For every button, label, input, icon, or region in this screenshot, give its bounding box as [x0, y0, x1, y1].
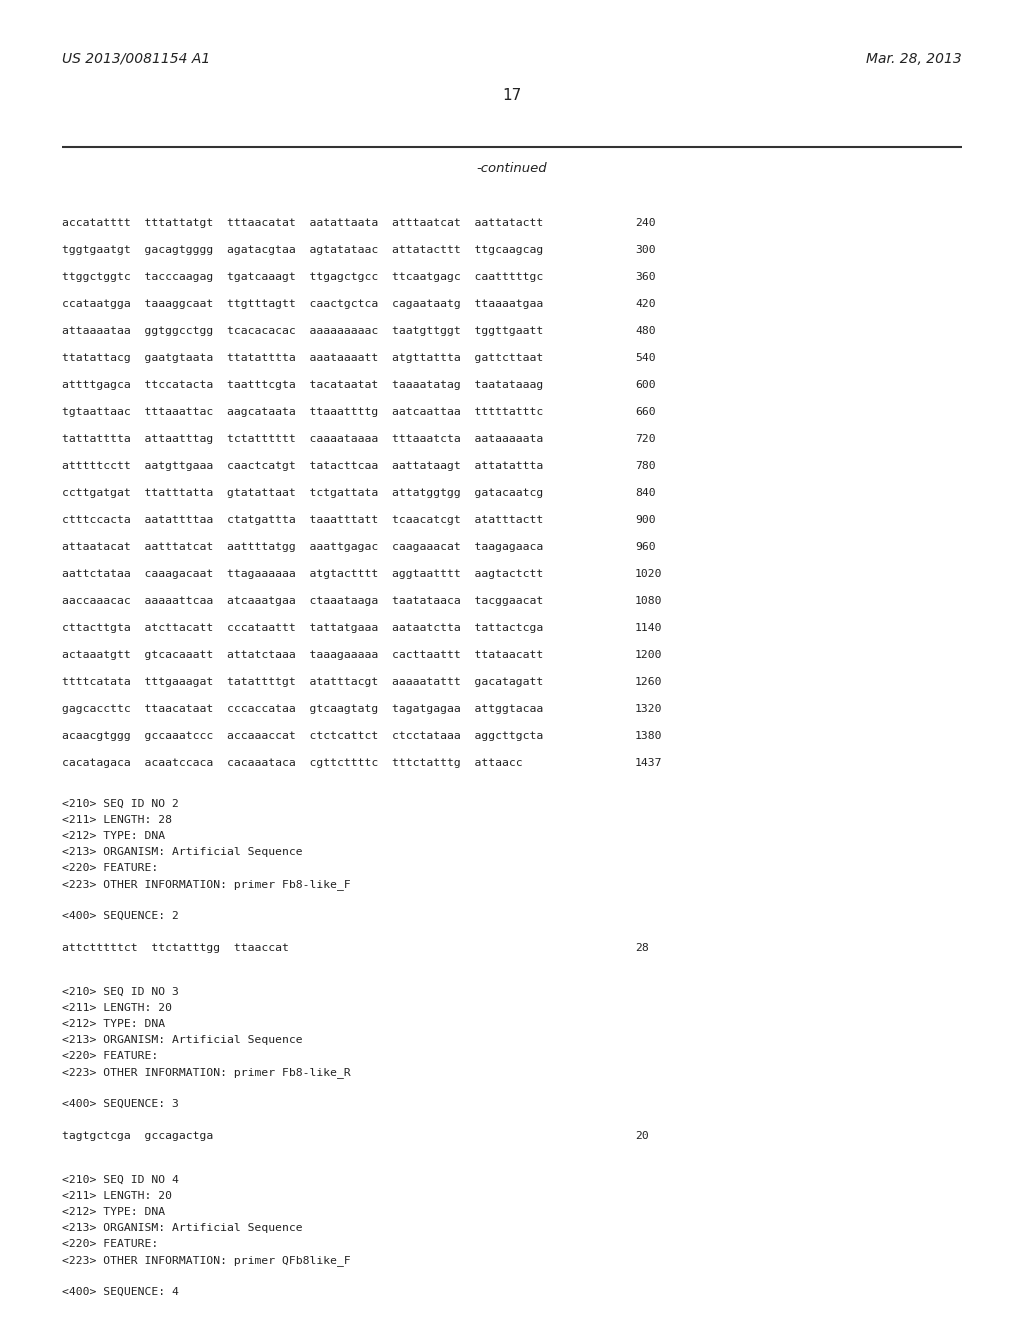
Text: <220> FEATURE:: <220> FEATURE: [62, 1051, 159, 1061]
Text: <210> SEQ ID NO 4: <210> SEQ ID NO 4 [62, 1175, 179, 1185]
Text: <212> TYPE: DNA: <212> TYPE: DNA [62, 832, 165, 841]
Text: 300: 300 [635, 246, 655, 255]
Text: 720: 720 [635, 434, 655, 444]
Text: gagcaccttc  ttaacataat  cccaccataa  gtcaagtatg  tagatgagaa  attggtacaa: gagcaccttc ttaacataat cccaccataa gtcaagt… [62, 704, 544, 714]
Text: 960: 960 [635, 543, 655, 552]
Text: 900: 900 [635, 515, 655, 525]
Text: 660: 660 [635, 407, 655, 417]
Text: attttgagca  ttccatacta  taatttcgta  tacataatat  taaaatatag  taatataaag: attttgagca ttccatacta taatttcgta tacataa… [62, 380, 544, 389]
Text: 20: 20 [635, 1131, 649, 1140]
Text: -continued: -continued [477, 162, 547, 176]
Text: <400> SEQUENCE: 2: <400> SEQUENCE: 2 [62, 911, 179, 921]
Text: Mar. 28, 2013: Mar. 28, 2013 [866, 51, 962, 66]
Text: <212> TYPE: DNA: <212> TYPE: DNA [62, 1019, 165, 1030]
Text: 1080: 1080 [635, 597, 663, 606]
Text: <220> FEATURE:: <220> FEATURE: [62, 1239, 159, 1249]
Text: aaccaaacac  aaaaattcaa  atcaaatgaa  ctaaataaga  taatataaca  tacggaacat: aaccaaacac aaaaattcaa atcaaatgaa ctaaata… [62, 597, 544, 606]
Text: 17: 17 [503, 88, 521, 103]
Text: 1020: 1020 [635, 569, 663, 579]
Text: 240: 240 [635, 218, 655, 228]
Text: <223> OTHER INFORMATION: primer Fb8-like_R: <223> OTHER INFORMATION: primer Fb8-like… [62, 1067, 351, 1078]
Text: ttatattacg  gaatgtaata  ttatatttta  aaataaaatt  atgttattta  gattcttaat: ttatattacg gaatgtaata ttatatttta aaataaa… [62, 352, 544, 363]
Text: 600: 600 [635, 380, 655, 389]
Text: <223> OTHER INFORMATION: primer Fb8-like_F: <223> OTHER INFORMATION: primer Fb8-like… [62, 879, 351, 890]
Text: attctttttct  ttctatttgg  ttaaccat: attctttttct ttctatttgg ttaaccat [62, 942, 289, 953]
Text: actaaatgtt  gtcacaaatt  attatctaaa  taaagaaaaa  cacttaattt  ttataacatt: actaaatgtt gtcacaaatt attatctaaa taaagaa… [62, 649, 544, 660]
Text: 1437: 1437 [635, 758, 663, 768]
Text: 360: 360 [635, 272, 655, 282]
Text: ccttgatgat  ttatttatta  gtatattaat  tctgattata  attatggtgg  gatacaatcg: ccttgatgat ttatttatta gtatattaat tctgatt… [62, 488, 544, 498]
Text: <213> ORGANISM: Artificial Sequence: <213> ORGANISM: Artificial Sequence [62, 1035, 303, 1045]
Text: cacatagaca  acaatccaca  cacaaataca  cgttcttttc  tttctatttg  attaacc: cacatagaca acaatccaca cacaaataca cgttctt… [62, 758, 522, 768]
Text: acaacgtggg  gccaaatccc  accaaaccat  ctctcattct  ctcctataaa  aggcttgcta: acaacgtggg gccaaatccc accaaaccat ctctcat… [62, 731, 544, 741]
Text: ttttcatata  tttgaaagat  tatattttgt  atatttacgt  aaaaatattt  gacatagatt: ttttcatata tttgaaagat tatattttgt atattta… [62, 677, 544, 686]
Text: <213> ORGANISM: Artificial Sequence: <213> ORGANISM: Artificial Sequence [62, 847, 303, 857]
Text: <211> LENGTH: 20: <211> LENGTH: 20 [62, 1003, 172, 1012]
Text: <210> SEQ ID NO 3: <210> SEQ ID NO 3 [62, 987, 179, 997]
Text: tgtaattaac  tttaaattac  aagcataata  ttaaattttg  aatcaattaa  tttttatttc: tgtaattaac tttaaattac aagcataata ttaaatt… [62, 407, 544, 417]
Text: 1320: 1320 [635, 704, 663, 714]
Text: 780: 780 [635, 461, 655, 471]
Text: 420: 420 [635, 300, 655, 309]
Text: ccataatgga  taaaggcaat  ttgtttagtt  caactgctca  cagaataatg  ttaaaatgaa: ccataatgga taaaggcaat ttgtttagtt caactgc… [62, 300, 544, 309]
Text: atttttcctt  aatgttgaaa  caactcatgt  tatacttcaa  aattataagt  attatattta: atttttcctt aatgttgaaa caactcatgt tatactt… [62, 461, 544, 471]
Text: tattatttta  attaatttag  tctatttttt  caaaataaaa  tttaaatcta  aataaaaata: tattatttta attaatttag tctatttttt caaaata… [62, 434, 544, 444]
Text: 840: 840 [635, 488, 655, 498]
Text: ttggctggtc  tacccaagag  tgatcaaagt  ttgagctgcc  ttcaatgagc  caatttttgc: ttggctggtc tacccaagag tgatcaaagt ttgagct… [62, 272, 544, 282]
Text: attaaaataa  ggtggcctgg  tcacacacac  aaaaaaaaac  taatgttggt  tggttgaatt: attaaaataa ggtggcctgg tcacacacac aaaaaaa… [62, 326, 544, 337]
Text: 28: 28 [635, 942, 649, 953]
Text: 480: 480 [635, 326, 655, 337]
Text: aattctataa  caaagacaat  ttagaaaaaa  atgtactttt  aggtaatttt  aagtactctt: aattctataa caaagacaat ttagaaaaaa atgtact… [62, 569, 544, 579]
Text: ctttccacta  aatattttaa  ctatgattta  taaatttatt  tcaacatcgt  atatttactt: ctttccacta aatattttaa ctatgattta taaattt… [62, 515, 544, 525]
Text: 1380: 1380 [635, 731, 663, 741]
Text: 1260: 1260 [635, 677, 663, 686]
Text: <220> FEATURE:: <220> FEATURE: [62, 863, 159, 873]
Text: <210> SEQ ID NO 2: <210> SEQ ID NO 2 [62, 799, 179, 809]
Text: cttacttgta  atcttacatt  cccataattt  tattatgaaa  aataatctta  tattactcga: cttacttgta atcttacatt cccataattt tattatg… [62, 623, 544, 634]
Text: tagtgctcga  gccagactga: tagtgctcga gccagactga [62, 1131, 213, 1140]
Text: <213> ORGANISM: Artificial Sequence: <213> ORGANISM: Artificial Sequence [62, 1224, 303, 1233]
Text: 540: 540 [635, 352, 655, 363]
Text: <212> TYPE: DNA: <212> TYPE: DNA [62, 1206, 165, 1217]
Text: <400> SEQUENCE: 4: <400> SEQUENCE: 4 [62, 1287, 179, 1298]
Text: accatatttt  tttattatgt  tttaacatat  aatattaata  atttaatcat  aattatactt: accatatttt tttattatgt tttaacatat aatatta… [62, 218, 544, 228]
Text: <400> SEQUENCE: 3: <400> SEQUENCE: 3 [62, 1100, 179, 1109]
Text: <211> LENGTH: 20: <211> LENGTH: 20 [62, 1191, 172, 1201]
Text: tggtgaatgt  gacagtgggg  agatacgtaa  agtatataac  attatacttt  ttgcaagcag: tggtgaatgt gacagtgggg agatacgtaa agtatat… [62, 246, 544, 255]
Text: 1200: 1200 [635, 649, 663, 660]
Text: <223> OTHER INFORMATION: primer QFb8like_F: <223> OTHER INFORMATION: primer QFb8like… [62, 1255, 351, 1266]
Text: 1140: 1140 [635, 623, 663, 634]
Text: US 2013/0081154 A1: US 2013/0081154 A1 [62, 51, 210, 66]
Text: <211> LENGTH: 28: <211> LENGTH: 28 [62, 814, 172, 825]
Text: attaatacat  aatttatcat  aattttatgg  aaattgagac  caagaaacat  taagagaaca: attaatacat aatttatcat aattttatgg aaattga… [62, 543, 544, 552]
